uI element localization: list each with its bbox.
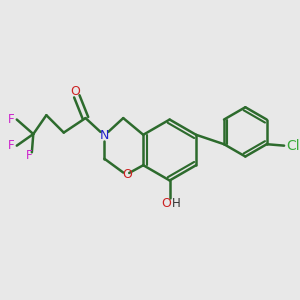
Text: H: H [172, 196, 180, 210]
Text: O: O [161, 196, 171, 210]
Text: O: O [122, 168, 132, 181]
Text: F: F [26, 149, 32, 162]
Text: Cl: Cl [286, 139, 300, 153]
Text: F: F [8, 139, 15, 152]
Text: N: N [100, 129, 109, 142]
Text: O: O [70, 85, 80, 98]
Text: F: F [8, 113, 15, 126]
